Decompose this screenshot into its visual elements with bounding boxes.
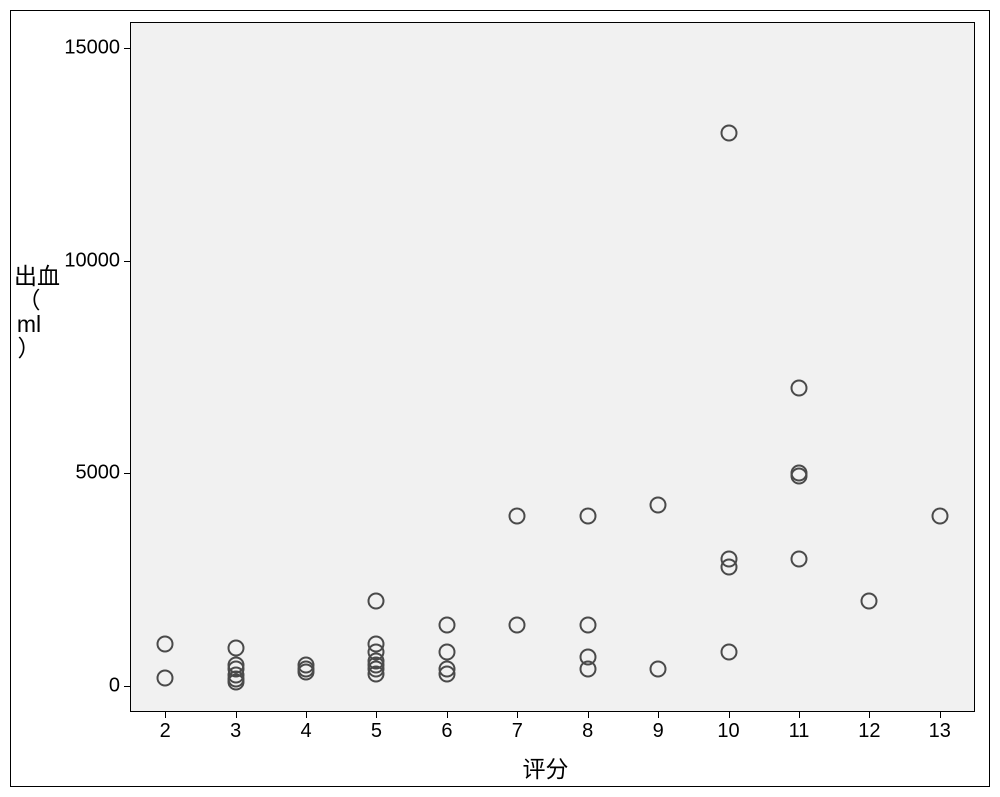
data-point bbox=[298, 663, 315, 680]
y-tick-label: 15000 bbox=[0, 36, 120, 59]
x-tick-label: 3 bbox=[230, 720, 241, 743]
data-point bbox=[720, 124, 737, 141]
data-point bbox=[227, 640, 244, 657]
data-point bbox=[790, 550, 807, 567]
x-tick-mark bbox=[236, 712, 237, 718]
x-tick-mark bbox=[517, 712, 518, 718]
data-point bbox=[720, 559, 737, 576]
data-point bbox=[509, 616, 526, 633]
x-tick-label: 2 bbox=[160, 720, 171, 743]
x-tick-mark bbox=[729, 712, 730, 718]
data-point bbox=[438, 616, 455, 633]
y-tick-mark bbox=[124, 261, 130, 262]
data-point bbox=[227, 674, 244, 691]
data-point bbox=[579, 616, 596, 633]
data-point bbox=[720, 644, 737, 661]
data-point bbox=[438, 644, 455, 661]
y-tick-label: 0 bbox=[0, 675, 120, 698]
x-tick-mark bbox=[799, 712, 800, 718]
data-point bbox=[579, 508, 596, 525]
x-tick-label: 9 bbox=[653, 720, 664, 743]
x-tick-mark bbox=[306, 712, 307, 718]
x-tick-label: 11 bbox=[789, 720, 810, 743]
x-tick-label: 6 bbox=[441, 720, 452, 743]
data-point bbox=[368, 593, 385, 610]
x-tick-mark bbox=[940, 712, 941, 718]
y-tick-mark bbox=[124, 48, 130, 49]
x-tick-label: 10 bbox=[717, 720, 739, 743]
x-tick-label: 12 bbox=[858, 720, 880, 743]
data-point bbox=[790, 467, 807, 484]
data-point bbox=[931, 508, 948, 525]
data-point bbox=[790, 380, 807, 397]
x-tick-mark bbox=[869, 712, 870, 718]
x-tick-label: 5 bbox=[371, 720, 382, 743]
data-point bbox=[438, 665, 455, 682]
y-axis-title: 出血 （ ml ） bbox=[14, 264, 44, 361]
x-tick-label: 7 bbox=[512, 720, 523, 743]
data-point bbox=[579, 661, 596, 678]
x-tick-mark bbox=[447, 712, 448, 718]
x-tick-label: 8 bbox=[582, 720, 593, 743]
y-tick-label: 5000 bbox=[0, 462, 120, 485]
x-tick-mark bbox=[376, 712, 377, 718]
x-tick-mark bbox=[165, 712, 166, 718]
data-point bbox=[509, 508, 526, 525]
x-tick-label: 4 bbox=[300, 720, 311, 743]
x-axis-title: 评分 bbox=[523, 750, 569, 784]
plot-area bbox=[130, 22, 975, 712]
data-point bbox=[368, 665, 385, 682]
y-tick-mark bbox=[124, 473, 130, 474]
data-point bbox=[650, 497, 667, 514]
data-point bbox=[157, 669, 174, 686]
data-point bbox=[157, 635, 174, 652]
x-tick-mark bbox=[658, 712, 659, 718]
data-point bbox=[650, 661, 667, 678]
x-tick-label: 13 bbox=[929, 720, 951, 743]
data-point bbox=[861, 593, 878, 610]
x-tick-mark bbox=[588, 712, 589, 718]
y-tick-mark bbox=[124, 686, 130, 687]
